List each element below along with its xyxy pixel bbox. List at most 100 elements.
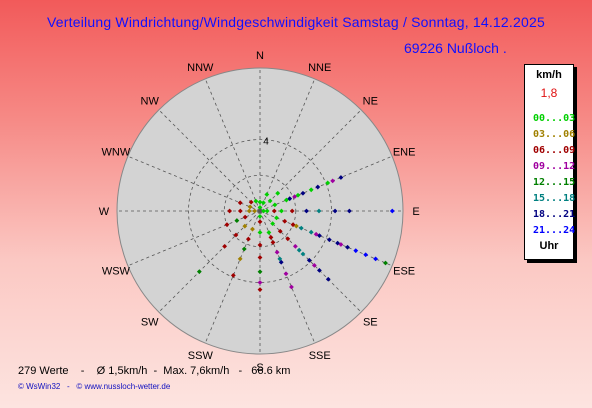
data-point <box>325 276 331 282</box>
copyright-footer: © WsWin32 - © www.nussloch-wetter.de <box>18 382 171 391</box>
data-point <box>257 213 263 219</box>
data-point <box>282 218 288 224</box>
chart-location: 69226 Nußloch . <box>404 40 507 56</box>
direction-label-ene: ENE <box>393 146 416 158</box>
data-point <box>242 214 248 220</box>
speed-legend: km/h 1,8 00...03 03...06 06...09 09...12 12.… <box>524 64 576 260</box>
legend-band-label: 03...06 <box>533 129 576 140</box>
data-point <box>257 269 263 275</box>
data-point <box>304 208 309 214</box>
legend-band-label: 12...15 <box>533 177 576 188</box>
data-point <box>315 184 321 190</box>
direction-label-wsw: WSW <box>102 266 131 278</box>
data-point <box>353 248 359 254</box>
summary-stats: 279 Werte - Ø 1,5km/h - Max. 7,6km/h - 6… <box>18 365 291 377</box>
legend-band-label: 15...18 <box>533 193 576 204</box>
data-point <box>257 280 263 285</box>
data-point <box>332 208 338 214</box>
data-point <box>363 252 369 258</box>
legend-band-label: 00...03 <box>533 113 576 124</box>
data-point <box>257 199 263 205</box>
data-point <box>246 208 252 214</box>
direction-labels: N NNE NE ENE E ESE SE SSE S SSW SW WSW W WNW NW NNW 4 <box>99 50 420 374</box>
data-point <box>230 273 236 278</box>
data-point <box>277 256 283 262</box>
data-point <box>224 222 230 228</box>
direction-label-nw: NW <box>141 96 160 108</box>
data-point <box>261 208 266 214</box>
data-point <box>317 268 322 273</box>
data-point <box>270 221 276 227</box>
radial-tick-label: 4 <box>263 137 269 148</box>
data-point <box>266 230 272 235</box>
data-point <box>257 287 263 293</box>
data-point <box>237 200 243 206</box>
data-point <box>326 237 332 243</box>
data-point <box>257 219 263 225</box>
direction-label-e: E <box>412 206 419 218</box>
data-point <box>257 255 263 260</box>
data-point <box>247 204 253 210</box>
direction-label-se: SE <box>363 316 378 328</box>
legend-band-label: 06...09 <box>533 145 576 156</box>
data-point <box>383 260 388 266</box>
data-point <box>272 202 278 208</box>
data-point <box>257 230 263 235</box>
data-point <box>292 243 298 249</box>
direction-label-n: N <box>256 50 264 62</box>
data-point <box>338 242 344 247</box>
direction-label-sse: SSE <box>309 350 331 362</box>
data-point <box>330 178 336 184</box>
legend-band-label: 21...24 <box>533 225 576 236</box>
direction-label-ne: NE <box>363 96 378 108</box>
direction-label-nne: NNE <box>308 62 331 74</box>
data-point <box>253 198 259 204</box>
data-point <box>233 232 239 238</box>
data-point <box>257 242 263 248</box>
data-point <box>268 235 274 240</box>
data-point <box>271 208 277 214</box>
data-point <box>289 284 294 290</box>
data-point <box>335 240 341 246</box>
data-point <box>257 205 263 210</box>
data-point <box>311 262 317 268</box>
direction-label-ese: ESE <box>393 266 415 278</box>
data-point <box>308 187 314 193</box>
data-point <box>248 199 254 205</box>
data-point <box>278 259 284 265</box>
data-point <box>308 229 314 235</box>
data-point <box>346 208 352 214</box>
data-point <box>274 249 280 255</box>
data-point <box>279 208 284 214</box>
data-point <box>264 208 270 214</box>
data-point <box>234 218 240 223</box>
data-point <box>290 222 296 228</box>
data-point <box>222 243 228 249</box>
legend-unit: km/h <box>536 69 562 81</box>
data-point <box>287 196 293 202</box>
direction-label-w: W <box>99 206 110 218</box>
data-point <box>292 194 298 200</box>
legend-average: 1,8 <box>540 86 558 100</box>
data-point <box>250 226 255 232</box>
data-point <box>274 215 279 221</box>
direction-label-wnw: WNW <box>102 146 131 158</box>
data-point <box>237 256 243 262</box>
direction-label-nnw: NNW <box>187 62 214 74</box>
data-point <box>283 271 289 277</box>
legend-band-label: 09...12 <box>533 161 576 172</box>
data-point <box>389 208 395 214</box>
data-point <box>277 228 283 234</box>
data-point <box>373 256 379 262</box>
chart-title: Verteilung Windrichtung/Windgeschwindigk… <box>47 14 545 30</box>
data-point <box>293 223 299 229</box>
data-point <box>270 239 276 245</box>
data-point <box>298 225 304 231</box>
data-point <box>345 244 350 250</box>
data-point <box>275 190 281 196</box>
direction-label-ssw: SSW <box>188 350 214 362</box>
data-point <box>267 198 273 204</box>
grid-ring <box>188 139 332 283</box>
legend-band-label: 18...21 <box>533 209 576 220</box>
